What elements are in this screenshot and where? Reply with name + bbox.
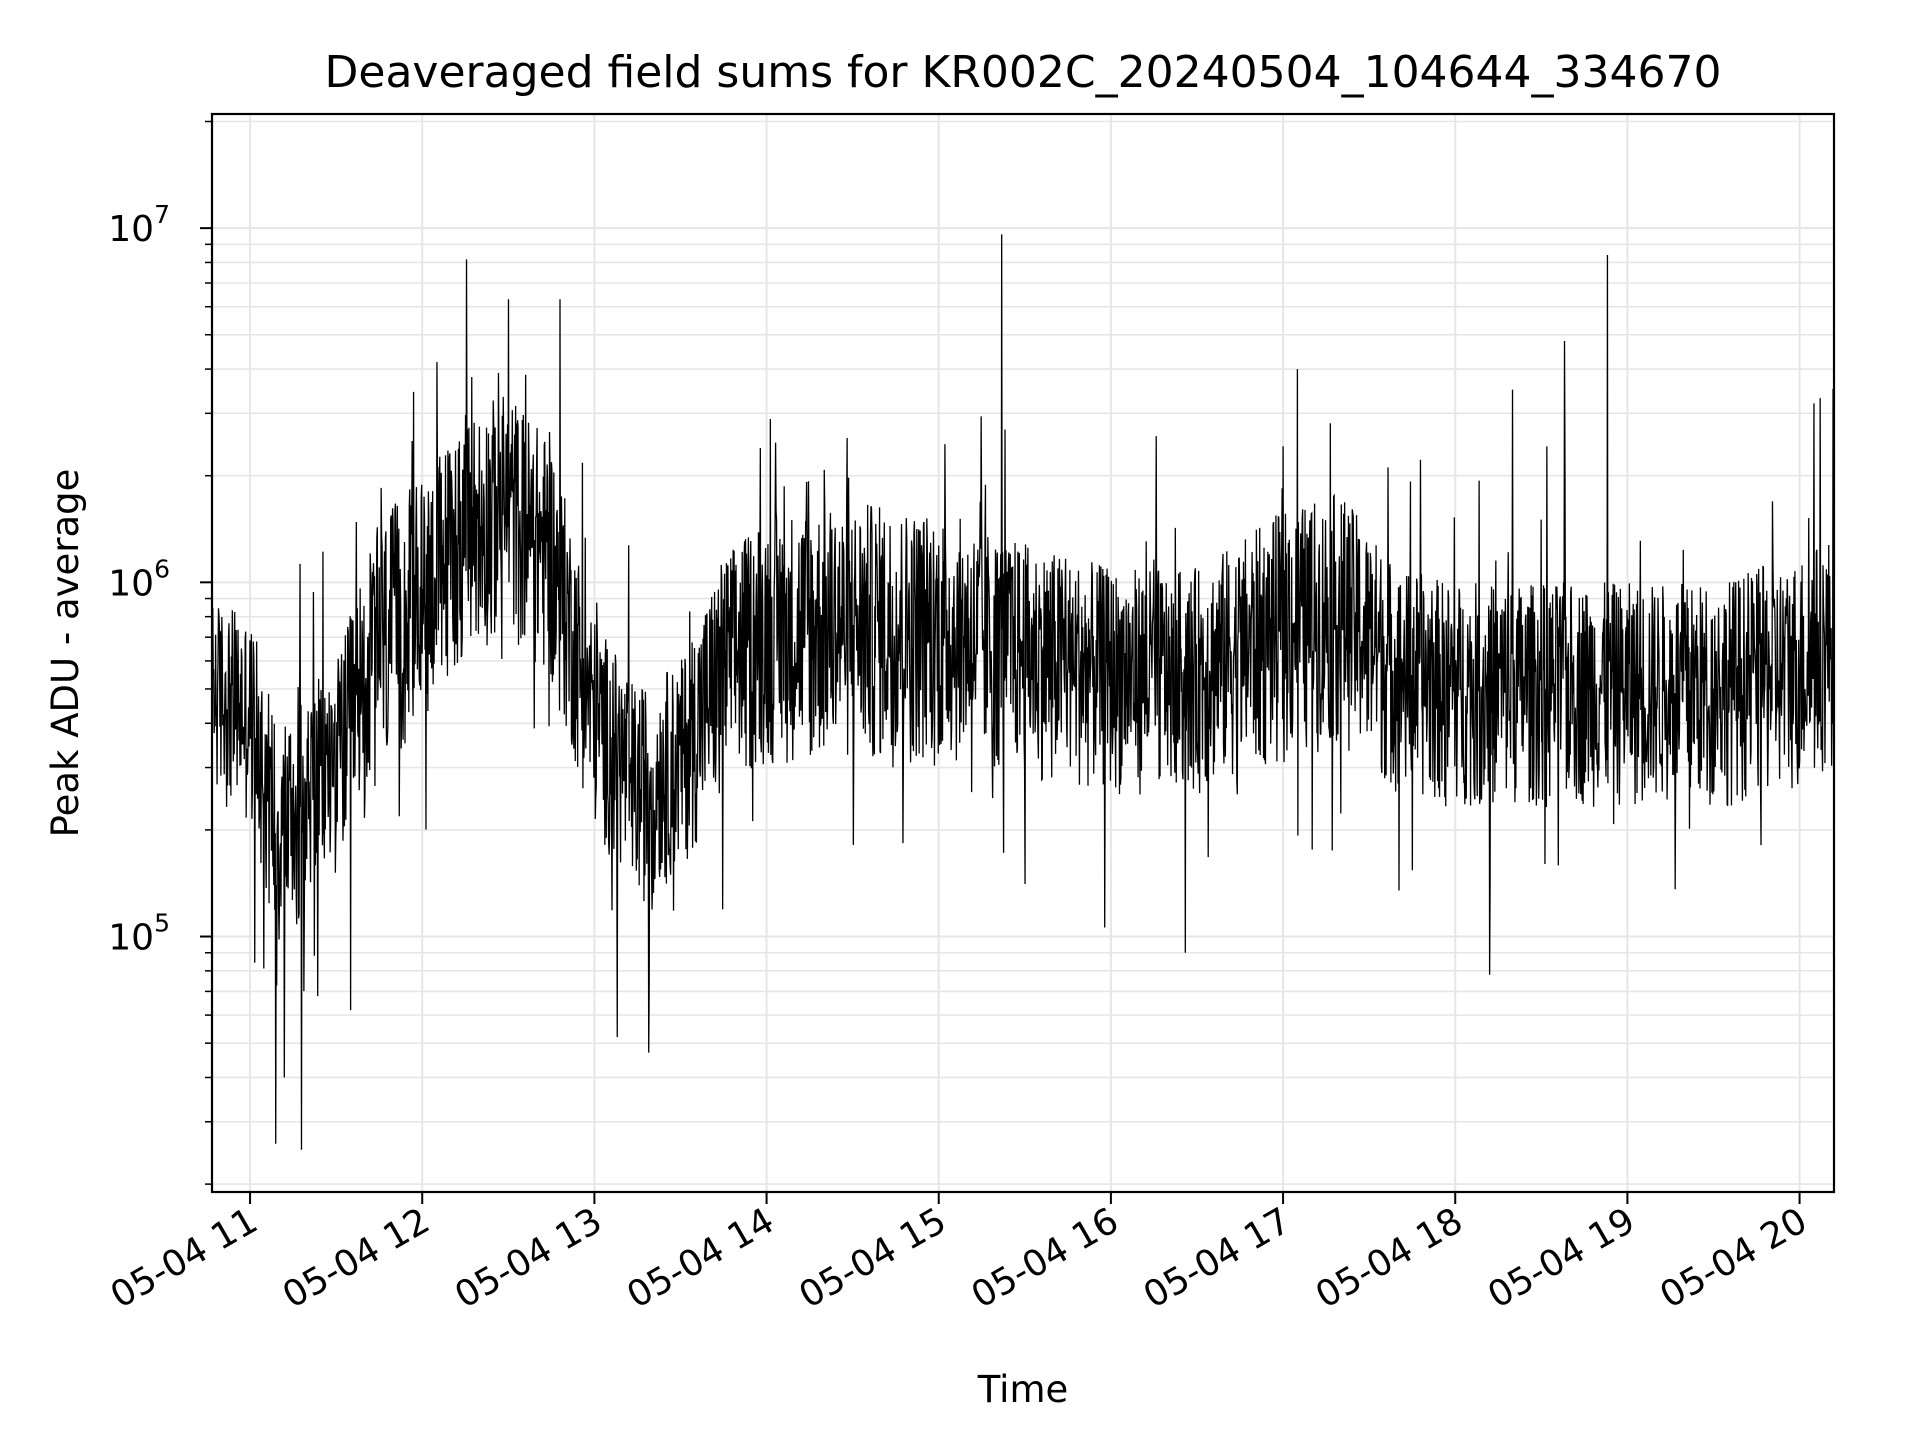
y-tick-label: 105	[108, 909, 170, 959]
y-tick-label: 106	[108, 554, 170, 604]
y-tick-label: 107	[108, 200, 170, 250]
grid	[212, 114, 1834, 1192]
chart-title: Deaveraged field sums for KR002C_2024050…	[325, 47, 1722, 98]
plot-frame	[210, 112, 1836, 1194]
y-axis: 105 106 107	[108, 120, 212, 1185]
x-axis-label: Time	[977, 1368, 1069, 1411]
data-line	[212, 234, 1835, 1150]
series-line	[212, 234, 1835, 1150]
y-axis-label: Peak ADU - average	[44, 469, 87, 838]
